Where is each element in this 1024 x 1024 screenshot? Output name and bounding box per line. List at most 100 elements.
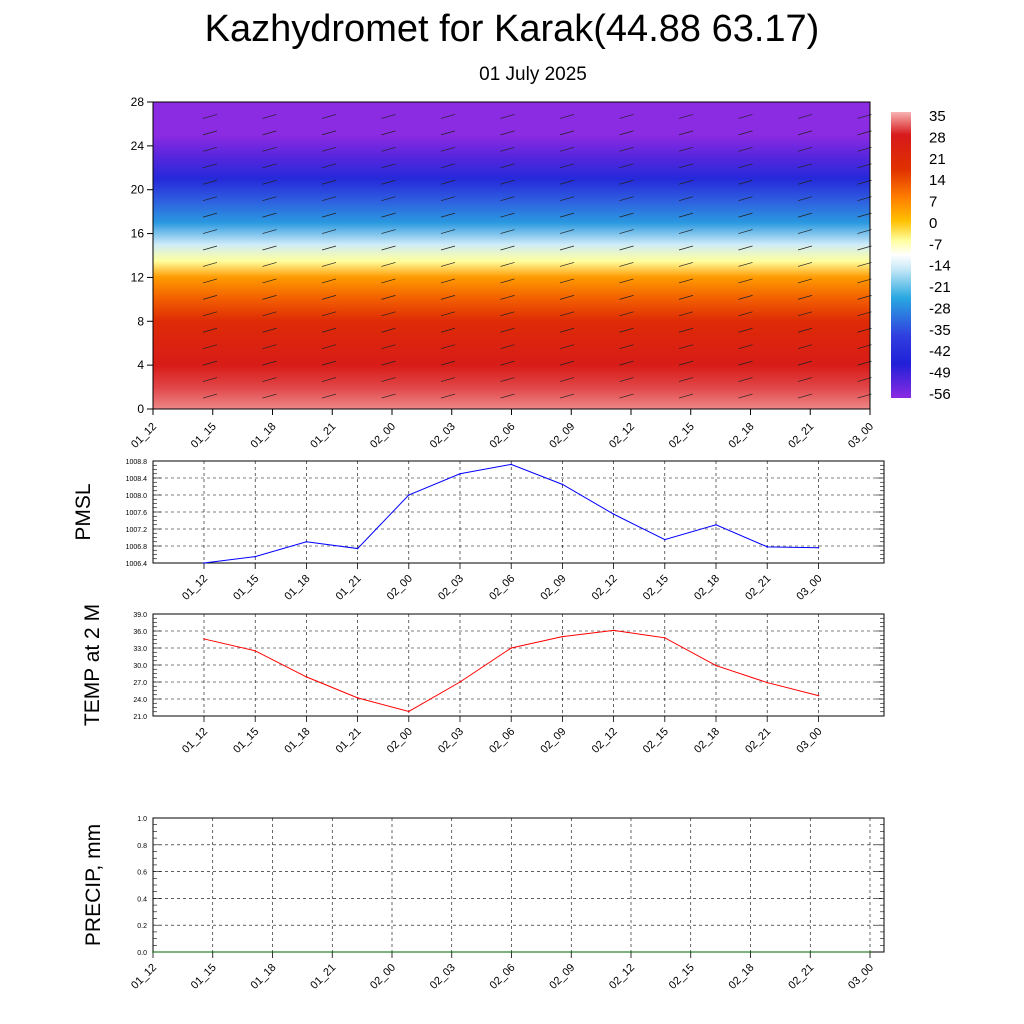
data-point	[715, 523, 717, 526]
x-tick-label: 02_18	[692, 726, 722, 756]
wind-barb	[797, 393, 813, 399]
data-point	[510, 647, 512, 649]
wind-barb	[321, 229, 337, 234]
wind-barb	[559, 344, 575, 350]
wind-barb	[797, 360, 813, 366]
x-tick-label: 03_00	[846, 962, 876, 992]
data-point	[561, 635, 564, 638]
x-tick-label: 02_18	[727, 962, 757, 992]
x-tick-label: 02_12	[607, 421, 637, 451]
wind-barb	[797, 147, 813, 152]
wind-barb	[619, 262, 634, 267]
colorbar-label: -42	[929, 343, 951, 360]
data-point	[689, 951, 692, 953]
wind-barb	[500, 262, 515, 267]
wind-barb	[500, 311, 515, 317]
wind-barb	[202, 360, 218, 366]
x-tick-label: 01_21	[308, 962, 338, 992]
colorbar-label: 35	[929, 108, 946, 125]
wind-barb	[381, 262, 396, 267]
wind-barb	[619, 212, 634, 218]
wind-barb	[678, 179, 694, 185]
wind-barb	[321, 163, 337, 169]
y-tick-label: 0.8	[137, 843, 147, 850]
wind-barb	[797, 229, 813, 234]
y-tick-label: 0.2	[137, 923, 147, 930]
wind-barb	[440, 327, 456, 333]
wind-barb	[202, 262, 218, 267]
wind-barb	[381, 245, 396, 251]
wind-barb	[202, 147, 218, 152]
colorbar-label: -14	[929, 258, 951, 275]
data-point	[356, 547, 359, 550]
data-point	[612, 629, 615, 632]
wind-barb	[678, 393, 694, 399]
data-point	[766, 681, 768, 684]
x-tick-label: 02_21	[786, 421, 816, 451]
panel-frame	[152, 817, 885, 953]
wind-barb	[559, 196, 575, 202]
x-tick-label: 02_15	[641, 726, 671, 756]
wind-barb	[559, 278, 575, 284]
wind-barb	[678, 196, 694, 202]
wind-barb	[619, 163, 634, 169]
wind-barb	[202, 377, 218, 382]
wind-barb	[559, 311, 575, 317]
x-tick-label: 01_21	[334, 726, 364, 756]
wind-barb	[202, 278, 218, 284]
wind-barb	[738, 163, 753, 169]
wind-barb	[440, 360, 456, 366]
y-tick-label: 1007.6	[126, 510, 148, 517]
wind-barb	[797, 114, 813, 119]
wind-barb	[500, 147, 515, 152]
y-tick-label: 1008.4	[126, 476, 148, 483]
data-point	[715, 664, 717, 667]
wind-barb	[321, 262, 337, 267]
wind-barb	[857, 360, 872, 366]
wind-barb	[857, 278, 872, 284]
chart-subtitle: 01 July 2025	[479, 64, 587, 85]
wind-barb	[738, 311, 753, 317]
x-tick-label: 02_00	[368, 962, 398, 992]
wind-barb	[381, 229, 396, 234]
x-tick-label: 03_00	[846, 421, 876, 451]
wind-barb	[797, 278, 813, 284]
x-tick-label: 02_21	[786, 962, 816, 992]
wind-barb	[559, 114, 575, 119]
wind-barb	[857, 327, 872, 333]
wind-barb	[559, 327, 575, 333]
x-tick-label: 01_12	[180, 573, 210, 603]
wind-barb	[678, 147, 694, 152]
colorbar-label: -49	[929, 365, 951, 382]
wind-barb	[381, 295, 396, 300]
data-point	[612, 513, 615, 515]
wind-barb	[381, 311, 396, 317]
y-tick-label: 1006.4	[126, 561, 148, 568]
data-point	[152, 951, 154, 953]
wind-barb	[381, 114, 396, 119]
wind-barb	[619, 130, 634, 136]
wind-barb	[500, 327, 515, 333]
x-tick-label: 02_18	[727, 421, 757, 451]
y-tick-label: 39.0	[133, 612, 147, 619]
y-tick-label: 36.0	[133, 629, 147, 636]
data-point	[305, 540, 308, 543]
wind-barb	[440, 245, 456, 251]
wind-barb	[262, 262, 277, 267]
wind-barb	[500, 278, 515, 284]
data-point	[510, 463, 512, 466]
data-point	[459, 681, 461, 683]
data-point	[408, 710, 410, 713]
wind-barb	[321, 278, 337, 284]
wind-barb	[797, 377, 813, 382]
data-point	[749, 951, 752, 953]
wind-barb	[559, 229, 575, 234]
y-tick-label: 28	[131, 95, 145, 109]
wind-barb	[381, 360, 396, 366]
y-tick-label: 0.4	[137, 896, 147, 903]
wind-barb	[857, 295, 872, 300]
wind-barb	[500, 212, 515, 218]
wind-barb	[857, 262, 872, 267]
colorbar-label: 0	[929, 215, 937, 232]
wind-barb	[678, 114, 694, 119]
